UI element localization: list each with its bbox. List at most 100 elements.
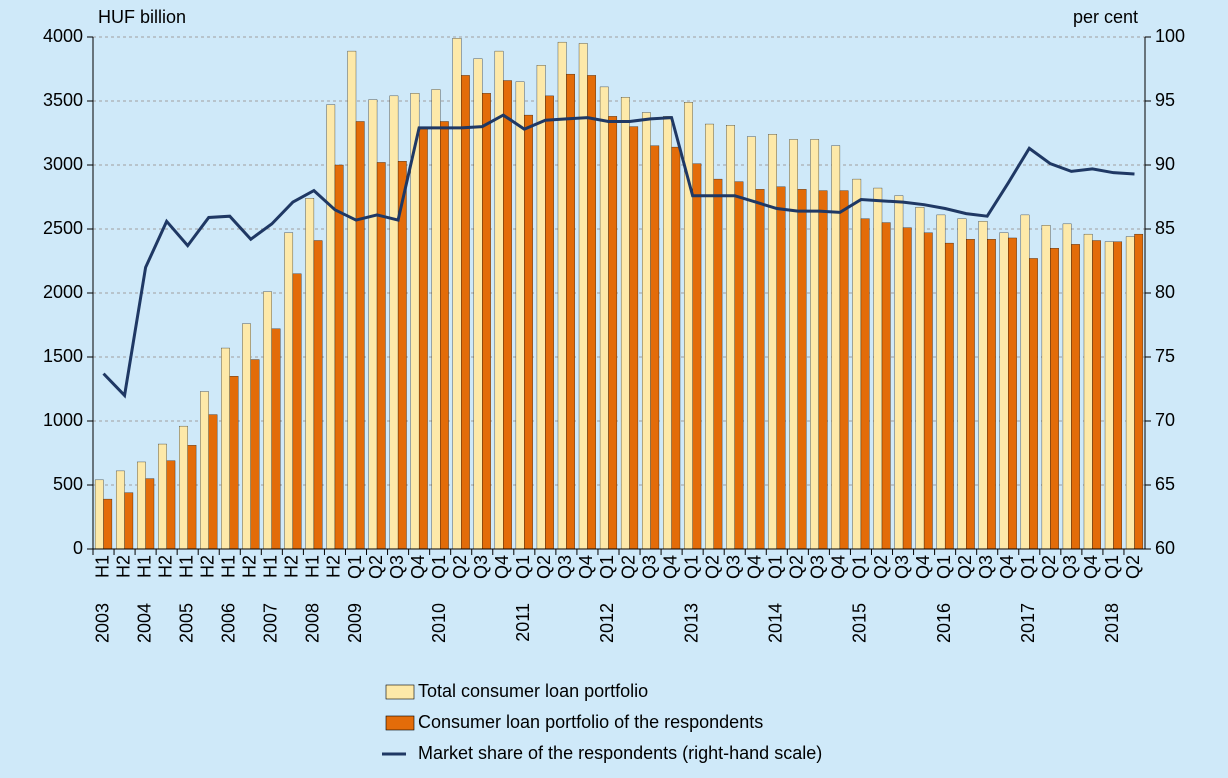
x-year-label: 2018 — [1102, 603, 1122, 643]
x-year-label: 2004 — [134, 603, 154, 643]
bar — [200, 391, 209, 550]
bar — [305, 198, 315, 550]
x-tick-label: H1 — [219, 555, 239, 578]
bar — [599, 86, 609, 550]
bar — [103, 498, 113, 550]
x-tick-label: Q1 — [1018, 555, 1038, 579]
bar — [852, 178, 862, 550]
bar — [124, 492, 134, 550]
bar — [440, 121, 449, 550]
x-tick-label: H2 — [155, 555, 175, 578]
x-tick-label: Q2 — [787, 555, 807, 579]
bar — [242, 323, 251, 550]
x-tick-label: Q3 — [1060, 555, 1080, 579]
x-tick-label: Q2 — [1039, 555, 1059, 579]
bar — [789, 139, 798, 550]
x-tick-label: Q2 — [871, 555, 891, 579]
x-tick-label: Q1 — [513, 555, 533, 579]
bar — [831, 145, 841, 550]
x-year-label: 2009 — [345, 603, 365, 643]
bar — [587, 75, 597, 550]
x-tick-label: Q4 — [745, 555, 765, 579]
bar — [536, 65, 546, 550]
bar — [284, 232, 294, 550]
bar — [692, 163, 702, 550]
x-year-label: 2011 — [513, 603, 533, 642]
bar — [966, 239, 975, 550]
bar — [389, 95, 399, 550]
y-tick-label: 3000 — [43, 154, 83, 174]
x-tick-label: H2 — [197, 555, 217, 578]
x-tick-label: Q4 — [576, 555, 596, 579]
legend-label: Consumer loan portfolio of the responden… — [418, 712, 763, 732]
bar — [915, 207, 925, 550]
bar — [1113, 241, 1123, 550]
bar — [818, 190, 828, 550]
bar — [137, 461, 146, 550]
x-year-label: 2010 — [429, 603, 449, 643]
bar — [355, 121, 365, 550]
bar — [894, 195, 904, 550]
x-tick-label: Q1 — [850, 555, 870, 579]
bar — [115, 470, 125, 550]
y2-tick-label: 60 — [1155, 538, 1175, 558]
bar — [671, 146, 681, 550]
bar — [797, 189, 807, 550]
bar — [734, 181, 744, 550]
x-tick-label: Q2 — [618, 555, 638, 579]
x-year-label: 2008 — [303, 603, 323, 643]
x-tick-label: Q1 — [766, 555, 786, 579]
bar — [545, 95, 554, 550]
bar — [566, 73, 575, 550]
x-tick-label: Q2 — [1123, 555, 1143, 579]
bar — [978, 221, 988, 550]
x-tick-label: Q1 — [681, 555, 701, 579]
bar — [1062, 223, 1072, 550]
x-tick-label: Q3 — [387, 555, 407, 579]
bar — [650, 145, 660, 550]
bar — [1083, 233, 1093, 550]
x-tick-label: Q3 — [555, 555, 575, 579]
x-tick-label: Q1 — [597, 555, 617, 579]
bar — [515, 81, 525, 550]
bar — [221, 347, 230, 550]
bar — [629, 126, 639, 550]
bar — [999, 232, 1009, 550]
x-tick-label: H1 — [134, 555, 154, 578]
x-year-label: 2017 — [1018, 603, 1038, 643]
x-tick-label: H1 — [261, 555, 281, 578]
x-tick-label: Q4 — [492, 555, 512, 579]
x-year-label: 2007 — [261, 603, 281, 643]
bar — [1092, 240, 1101, 550]
x-tick-label: H1 — [303, 555, 323, 578]
bar — [1041, 225, 1051, 550]
bar — [452, 38, 462, 550]
x-tick-label: Q3 — [639, 555, 659, 579]
x-tick-label: Q2 — [702, 555, 722, 579]
x-tick-label: Q4 — [997, 555, 1017, 579]
x-year-label: 2005 — [176, 603, 196, 643]
x-tick-label: Q3 — [892, 555, 912, 579]
legend-swatch — [385, 684, 415, 700]
bar — [187, 445, 197, 550]
y-tick-label: 1500 — [43, 346, 83, 366]
bar — [936, 214, 946, 550]
bar — [608, 116, 618, 550]
bar — [431, 89, 441, 550]
bar — [726, 125, 735, 550]
legend-swatch — [385, 715, 415, 731]
x-tick-label: Q3 — [976, 555, 996, 579]
x-tick-label: Q1 — [429, 555, 449, 579]
bar — [524, 114, 533, 550]
bar — [1008, 237, 1017, 550]
bar — [473, 58, 483, 550]
bar — [292, 273, 302, 550]
x-year-label: 2016 — [934, 603, 954, 643]
y2-axis-label: per cent — [1073, 7, 1138, 27]
y-tick-label: 0 — [73, 538, 83, 558]
line — [102, 113, 1135, 399]
x-tick-label: Q4 — [660, 555, 680, 579]
bar — [902, 227, 912, 550]
